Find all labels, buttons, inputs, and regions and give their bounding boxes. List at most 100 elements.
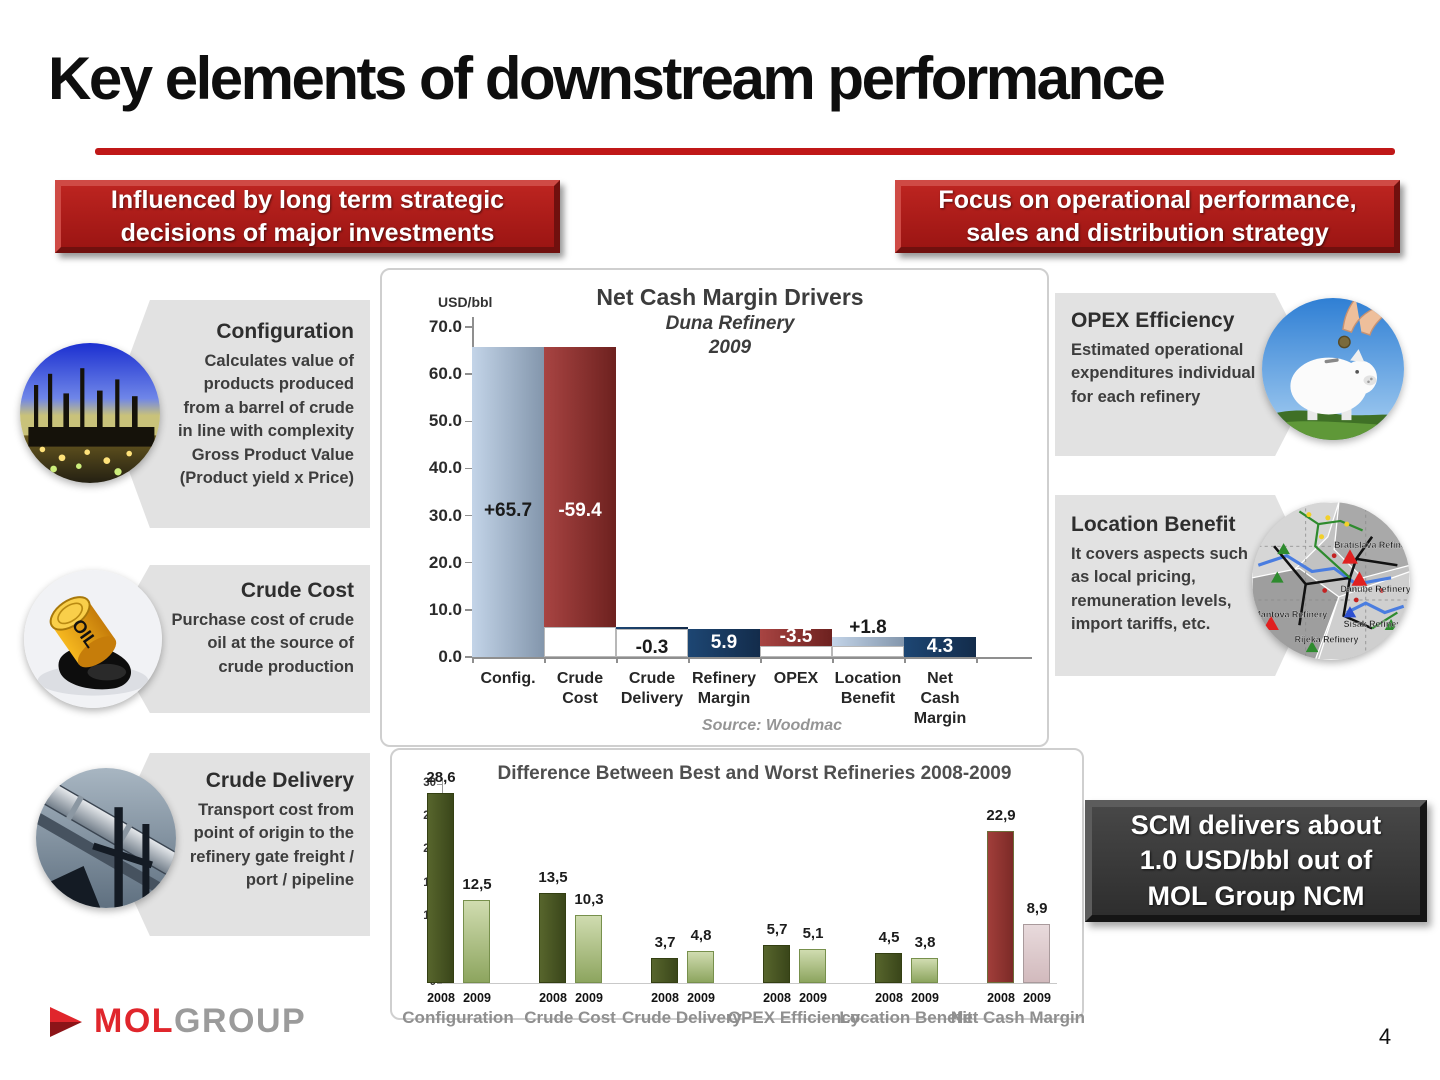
y-tick-mark	[465, 514, 472, 517]
bar-value-label: +65.7	[483, 499, 533, 521]
pipeline-photo	[36, 768, 176, 908]
callout-configuration-body: Calculates value of products produced fr…	[177, 352, 354, 488]
difference-chart-title: Difference Between Best and Worst Refine…	[497, 763, 1012, 784]
banner-operational-focus: Focus on operational performance, sales …	[895, 180, 1400, 253]
bar-value-label: 8,9	[1026, 899, 1048, 917]
difference-plot-area: 05101520253028,612,520082009Configuratio…	[392, 750, 1085, 1027]
chart-source-label: Source: Woodmac	[701, 717, 843, 734]
callout-crude-delivery-title: Crude Delivery	[205, 769, 354, 792]
waterfall-base-box-opex	[760, 645, 832, 657]
bar-value-label: 22,9	[986, 807, 1016, 825]
banner-left-text: Influenced by long term strategic decisi…	[110, 186, 505, 247]
diff-bar-2008-opex-efficiency	[763, 945, 790, 983]
category-label: Net Cash Margin	[913, 670, 967, 727]
oil-barrel-photo-art: OIL	[24, 570, 162, 708]
diff-bar-2009-crude-cost	[575, 914, 602, 983]
waterfall-plot-area: 0.0 10.0 20.0 30.0 40.0 50.0 60.0 70.0 +65.7 Conf…	[382, 270, 1047, 745]
diff-bar-2008-crude-cost	[539, 893, 566, 983]
y-tick-mark	[465, 561, 472, 564]
title-underline	[95, 148, 1395, 155]
waterfall-bar-refinery-margin	[688, 629, 760, 657]
refinery-map-photo: Bratislava Refinery Danube Refinery Mant…	[1252, 502, 1410, 660]
bar-value-label: +1.8	[849, 617, 887, 639]
waterfall-bar-crude-delivery	[616, 627, 688, 630]
bar-value-label: 28,6	[426, 769, 456, 787]
page-title: Key elements of downstream performance	[48, 45, 1166, 112]
year-label: 2009	[463, 991, 491, 1005]
y-tick-mark	[437, 983, 442, 984]
pipeline-photo-art	[36, 768, 176, 908]
x-tick-mark	[688, 658, 690, 663]
waterfall-base-box-location-benefit	[832, 645, 904, 657]
y-tick-label: 50.0	[428, 411, 462, 431]
category-label: Location Benefit	[834, 670, 902, 707]
year-label: 2008	[427, 991, 455, 1005]
map-label-sisak: Sisak Refinery	[1344, 619, 1405, 629]
bar-value-label: 3,7	[654, 934, 676, 952]
bar-value-label: 5.9	[710, 632, 738, 654]
piggy-bank-photo	[1262, 298, 1404, 440]
callout-opex-efficiency-title: OPEX Efficiency	[1071, 309, 1235, 332]
callout-crude-cost: Crude Cost Purchase cost of crude oil at…	[108, 565, 370, 713]
waterfall-title-block: Net Cash Margin Drivers Duna Refinery 20…	[550, 284, 910, 359]
waterfall-base-box-crude-delivery	[616, 628, 688, 657]
refinery-photo	[20, 343, 160, 483]
bar-value-label: 5,7	[766, 921, 788, 939]
bar-value-label: -0.3	[635, 636, 669, 658]
year-label: 2008	[651, 991, 679, 1005]
bar-value-label: -3.5	[779, 626, 813, 648]
refinery-photo-art	[20, 343, 160, 483]
refinery-map-art: Bratislava Refinery Danube Refinery Mant…	[1252, 502, 1410, 660]
diff-bar-2009-opex-efficiency	[799, 949, 826, 983]
callout-crude-cost-body: Purchase cost of crude oil at the source…	[171, 611, 354, 676]
category-label: Crude Cost	[556, 670, 604, 707]
category-label: Crude Cost	[524, 1008, 616, 1027]
category-label: Crude Delivery	[622, 1008, 742, 1027]
waterfall-bar-config	[472, 347, 544, 657]
category-label: Refinery Margin	[691, 670, 757, 707]
year-label: 2009	[1023, 991, 1051, 1005]
banner-right-text: Focus on operational performance, sales …	[938, 186, 1357, 247]
mol-group-logo: MOL GROUP	[48, 1002, 306, 1041]
bar-value-label: 3,8	[914, 933, 936, 951]
diff-bar-2009-crude-delivery	[687, 951, 714, 983]
bar-value-label: 13,5	[538, 869, 568, 887]
year-label: 2008	[987, 991, 1015, 1005]
callout-location-benefit-body: It covers aspects such as local pricing,…	[1071, 545, 1249, 634]
net-cash-margin-chart-panel: USD/bbl Net Cash Margin Drivers Duna Ref…	[380, 268, 1049, 747]
scm-highlight-box: SCM delivers about 1.0 USD/bbl out of MO…	[1085, 800, 1427, 922]
callout-opex-efficiency-body: Estimated operational expenditures indiv…	[1071, 341, 1256, 406]
diff-bar-2008-location-benefit	[875, 953, 902, 983]
bar-value-label: 4.3	[926, 635, 954, 657]
bar-value-label: -59.4	[558, 499, 602, 521]
year-label: 2008	[763, 991, 791, 1005]
y-tick-mark	[465, 326, 472, 328]
category-label: OPEX	[773, 670, 819, 687]
category-label: Net Cash Margin	[950, 1008, 1086, 1027]
y-tick-label: 70.0	[428, 317, 462, 336]
callout-configuration: Configuration Calculates value of produc…	[108, 300, 370, 528]
diff-bar-2008-net-cash-margin	[987, 831, 1014, 983]
waterfall-bar-opex	[760, 629, 832, 646]
y-tick-label: 10.0	[428, 599, 462, 619]
bar-value-label: 4,8	[690, 927, 712, 945]
y-tick-label: 40.0	[428, 458, 462, 478]
scm-line-2: 1.0 USD/bbl out of	[1139, 845, 1373, 876]
category-label: OPEX Efficiency	[727, 1008, 861, 1027]
page-number: 4	[1378, 1024, 1392, 1049]
y-tick-mark	[465, 609, 472, 611]
year-label: 2008	[539, 991, 567, 1005]
category-label: Config.	[480, 670, 536, 687]
diff-bar-2009-location-benefit	[911, 957, 938, 983]
map-label-bratislava: Bratislava Refinery	[1334, 540, 1410, 550]
year-label: 2009	[799, 991, 827, 1005]
map-label-rijeka: Rijeka Refinery	[1295, 635, 1359, 645]
callout-crude-cost-title: Crude Cost	[240, 579, 354, 602]
x-tick-mark	[904, 658, 906, 663]
year-label: 2009	[687, 991, 715, 1005]
diff-bar-2008-configuration	[427, 793, 454, 983]
waterfall-title: Net Cash Margin Drivers	[596, 284, 864, 310]
y-tick-label: 30	[423, 777, 436, 789]
waterfall-year: 2009	[708, 337, 752, 358]
